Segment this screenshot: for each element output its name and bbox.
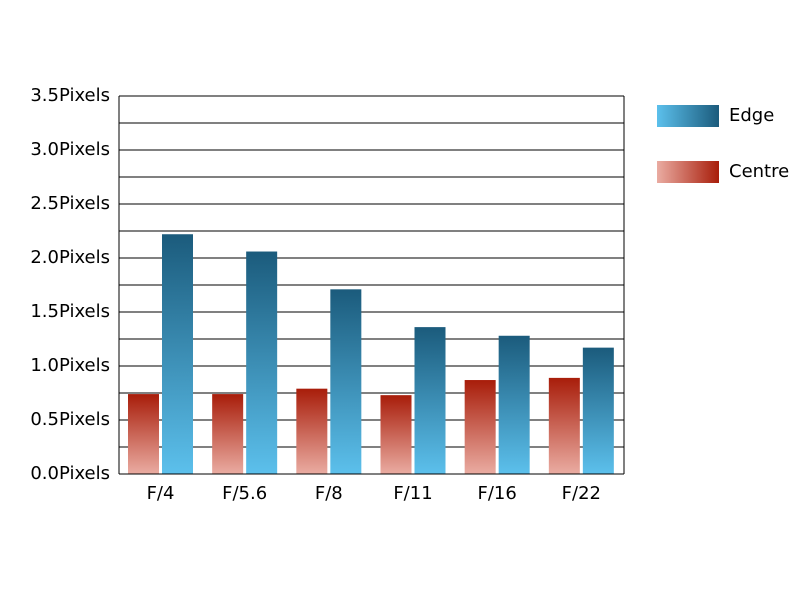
y-tick-label: 0.5Pixels [30, 409, 110, 430]
y-tick-label: 3.5Pixels [30, 85, 110, 106]
x-tick-label: F/8 [315, 483, 343, 504]
bar [296, 388, 328, 474]
bar [162, 234, 193, 474]
legend-label: Centre [729, 161, 789, 182]
y-tick-label: 0.0Pixels [30, 463, 110, 484]
bar [548, 377, 580, 474]
bar [414, 327, 446, 474]
bar [498, 335, 530, 474]
x-tick-label: F/16 [478, 483, 517, 504]
legend-label: Edge [729, 105, 774, 126]
bar [330, 289, 362, 474]
bar [582, 347, 614, 474]
bar [212, 394, 244, 474]
x-tick-label: F/5.6 [222, 483, 267, 504]
legend-swatch [657, 105, 719, 127]
bar [464, 380, 496, 474]
x-tick-label: F/4 [147, 483, 175, 504]
x-tick-label: F/22 [562, 483, 601, 504]
y-tick-label: 1.0Pixels [30, 355, 110, 376]
bar [380, 395, 412, 474]
bar [246, 251, 278, 474]
bar [128, 394, 159, 474]
legend-swatch [657, 161, 719, 183]
y-tick-label: 2.5Pixels [30, 193, 110, 214]
y-tick-label: 3.0Pixels [30, 139, 110, 160]
x-tick-label: F/11 [393, 483, 432, 504]
y-tick-label: 2.0Pixels [30, 247, 110, 268]
y-tick-label: 1.5Pixels [30, 301, 110, 322]
